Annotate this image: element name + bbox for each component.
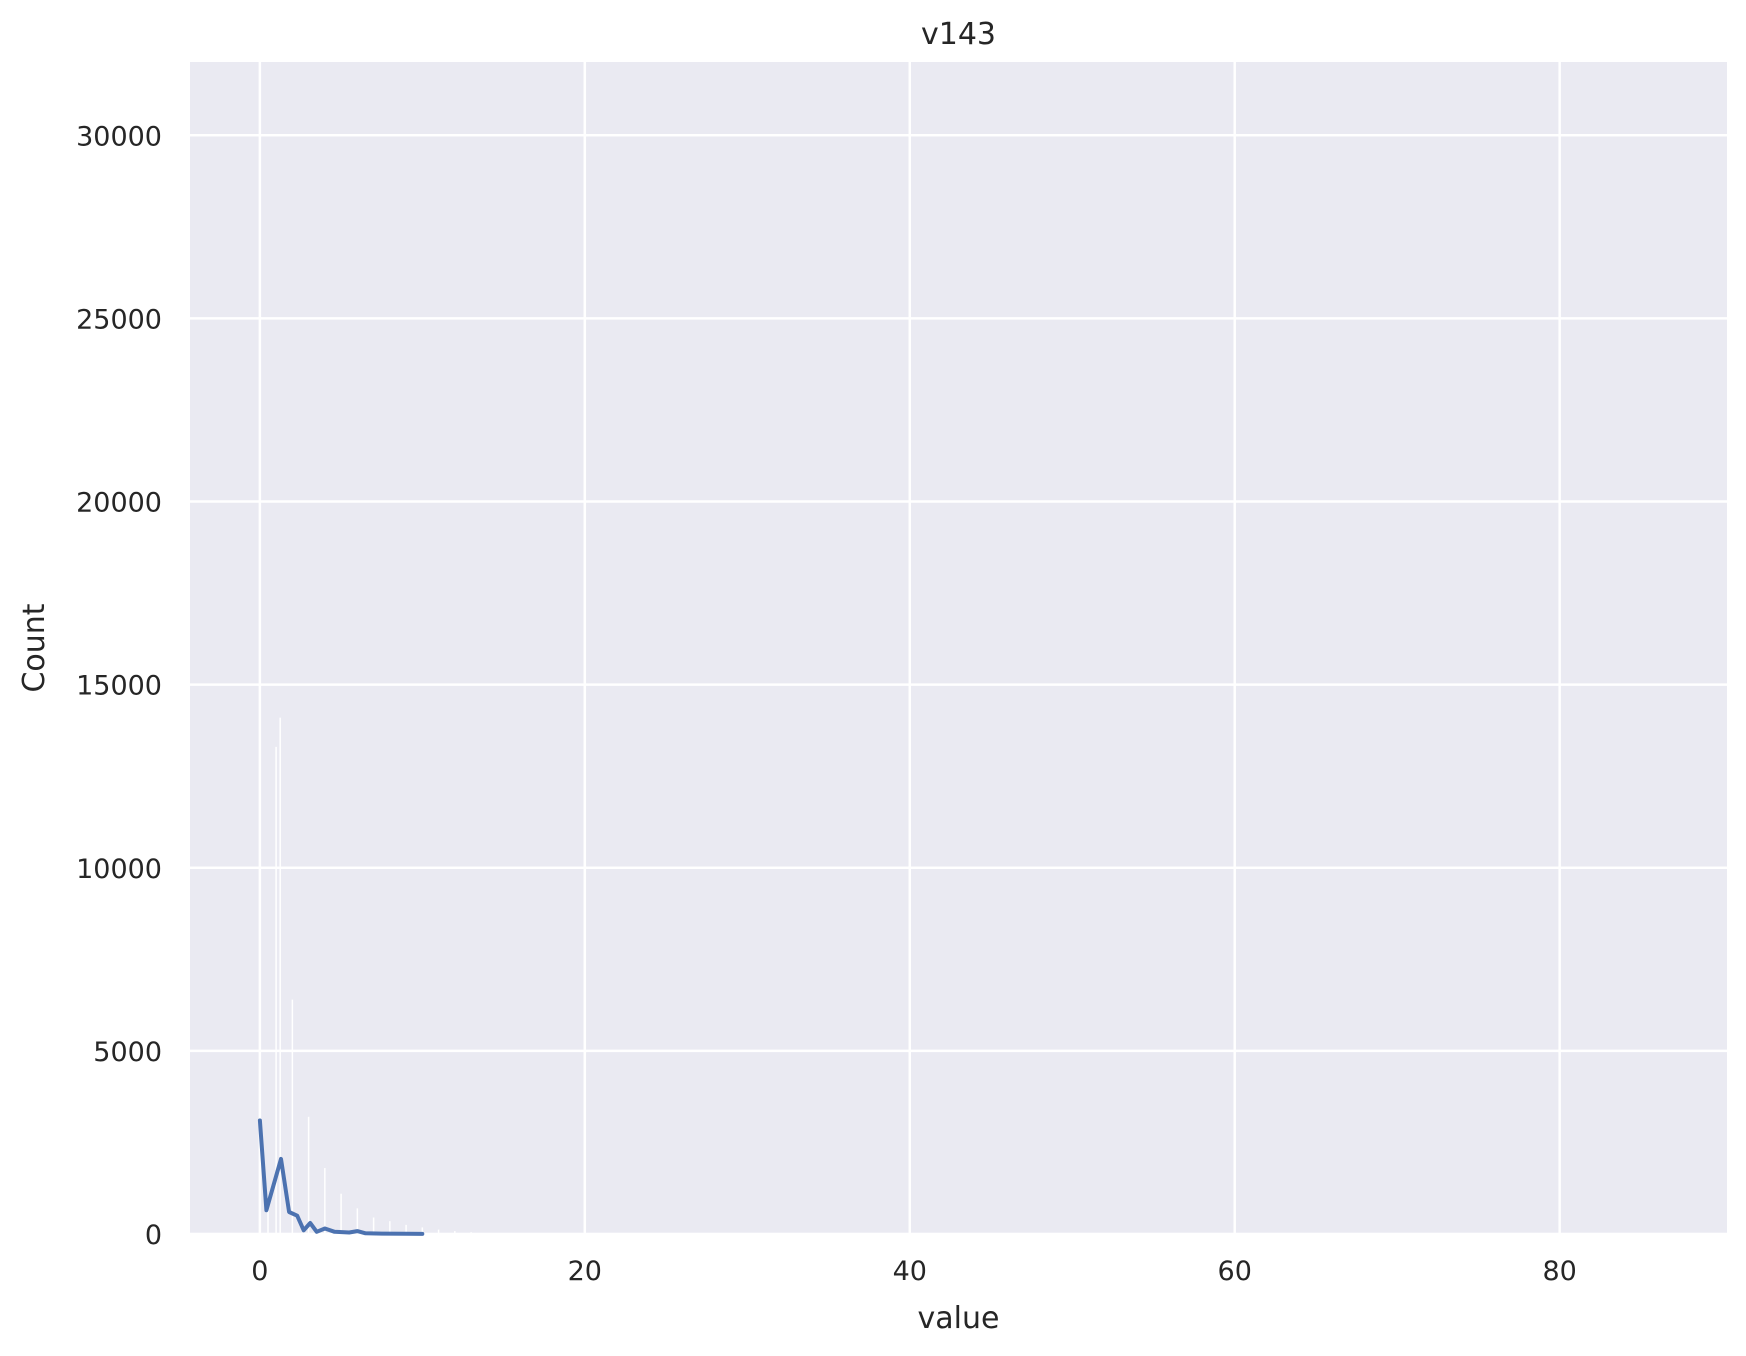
x-tick-label: 0 [251, 1256, 268, 1287]
x-axis-label: value [918, 1301, 1000, 1336]
series-line [257, 1118, 425, 1236]
y-tick-label: 10000 [76, 854, 162, 885]
x-tick-label: 60 [1218, 1256, 1252, 1287]
x-tick-label: 40 [893, 1256, 927, 1287]
chart-title: v143 [921, 17, 996, 52]
tick-labels: 0 5000 10000 15000 20000 25000 30000 0 20 40 60 80 [76, 121, 1577, 1287]
plot-background [190, 62, 1727, 1234]
y-tick-label: 5000 [93, 1037, 162, 1068]
y-tick-label: 0 [145, 1220, 162, 1251]
y-tick-label: 20000 [76, 488, 162, 519]
grid [190, 62, 1727, 1236]
x-tick-label: 20 [568, 1256, 602, 1287]
series-lines [257, 1118, 425, 1236]
y-axis-label: Count [17, 603, 52, 692]
x-tick-label: 80 [1542, 1256, 1576, 1287]
y-tick-label: 30000 [76, 121, 162, 152]
y-tick-label: 15000 [76, 671, 162, 702]
y-tick-label: 25000 [76, 304, 162, 335]
